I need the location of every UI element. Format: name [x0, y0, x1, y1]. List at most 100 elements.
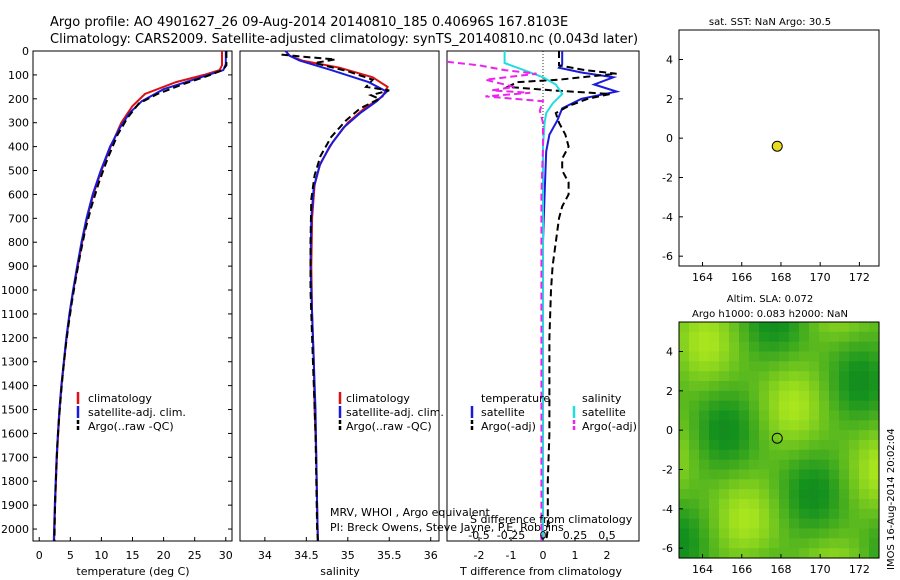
heatmap-cell — [719, 381, 730, 392]
heatmap-cell — [859, 331, 870, 343]
depth-tick-label: 1300 — [1, 356, 29, 369]
heatmap-cell — [709, 390, 720, 402]
heatmap-cell — [719, 518, 730, 530]
heatmap-cell — [729, 440, 740, 451]
heatmap-cell — [749, 469, 760, 480]
legend-label-argo: Argo(..raw -QC) — [346, 420, 432, 433]
heatmap-cell — [829, 508, 840, 520]
heatmap-cell — [709, 410, 720, 421]
heatmap-cell — [759, 469, 770, 480]
sla-map-frame — [678, 321, 880, 559]
depth-tick-label: 1700 — [1, 451, 29, 464]
map-y-tick-label: -2 — [662, 172, 673, 185]
heatmap-cell — [679, 430, 690, 441]
heatmap-cell — [739, 528, 750, 539]
heatmap-cell — [729, 489, 740, 500]
heatmap-cell — [809, 331, 820, 343]
heatmap-cell — [719, 341, 730, 353]
heatmap-cell — [849, 508, 860, 520]
heatmap-cell — [839, 489, 850, 500]
heatmap-cell — [839, 351, 850, 362]
heatmap-cell — [859, 538, 870, 549]
heatmap-cell — [829, 420, 840, 431]
heatmap-cell — [859, 499, 870, 510]
heatmap-cell — [709, 322, 720, 333]
heatmap-cell — [769, 528, 780, 539]
x-tick-label: 25 — [188, 549, 202, 562]
series-line-satellite-adj-clim- — [52, 51, 227, 542]
heatmap-cell — [759, 449, 770, 461]
heatmap-cell — [709, 361, 720, 372]
heatmap-cell — [749, 371, 760, 382]
heatmap-cell — [749, 322, 760, 333]
heatmap-cell — [729, 331, 740, 343]
heatmap-cell — [789, 508, 800, 520]
heatmap-cell — [779, 351, 790, 362]
heatmap-cell — [849, 361, 860, 372]
heatmap-cell — [799, 420, 810, 431]
heatmap-cell — [699, 479, 710, 490]
heatmap-cell — [849, 371, 860, 382]
heatmap-cell — [699, 499, 710, 510]
heatmap-cell — [739, 518, 750, 530]
heatmap-cell — [749, 538, 760, 549]
heatmap-cell — [689, 430, 700, 441]
depth-tick-label: 100 — [8, 69, 29, 82]
heatmap-cell — [709, 371, 720, 382]
heatmap-cell — [699, 449, 710, 461]
heatmap-cell — [749, 390, 760, 402]
heatmap-cell — [789, 410, 800, 421]
heatmap-cell — [829, 449, 840, 461]
heatmap-cell — [859, 508, 870, 520]
heatmap-cell — [679, 459, 690, 471]
depth-tick-label: 600 — [8, 188, 29, 201]
heatmap-cell — [849, 459, 860, 471]
heatmap-cell — [789, 381, 800, 392]
x-tick-label: -2 — [474, 549, 485, 562]
heatmap-cell — [759, 400, 770, 412]
heatmap-cell — [779, 459, 790, 471]
sla-map-title-line2: Argo h1000: 0.083 h2000: NaN — [692, 309, 848, 320]
heatmap-cell — [789, 351, 800, 362]
heatmap-cell — [789, 469, 800, 480]
heatmap-cell — [819, 538, 830, 549]
heatmap-cell — [859, 351, 870, 362]
map-x-tick-label: 172 — [849, 271, 870, 284]
heatmap-cell — [819, 351, 830, 362]
heatmap-cell — [719, 538, 730, 549]
heatmap-cell — [719, 508, 730, 520]
heatmap-cell — [789, 400, 800, 412]
heatmap-cell — [699, 508, 710, 520]
heatmap-cell — [699, 341, 710, 353]
heatmap-cell — [739, 430, 750, 441]
heatmap-cell — [779, 518, 790, 530]
heatmap-cell — [829, 331, 840, 343]
imos-timestamp: IMOS 16-Aug-2014 20:02:04 — [886, 428, 897, 570]
depth-tick-label: 1100 — [1, 308, 29, 321]
x-tick-label: 20 — [157, 549, 171, 562]
heatmap-cell — [769, 449, 780, 461]
heatmap-cell — [839, 440, 850, 451]
heatmap-cell — [849, 341, 860, 353]
depth-tick-label: 900 — [8, 260, 29, 273]
heatmap-cell — [769, 459, 780, 471]
heatmap-cell — [799, 390, 810, 402]
heatmap-cell — [769, 400, 780, 412]
heatmap-cell — [819, 469, 830, 480]
heatmap-cell — [869, 390, 880, 402]
sst-map-title: sat. SST: NaN Argo: 30.5 — [709, 17, 831, 28]
heatmap-cell — [869, 331, 880, 343]
heatmap-cell — [719, 331, 730, 343]
heatmap-cell — [729, 351, 740, 362]
heatmap-cell — [819, 508, 830, 520]
heatmap-cell — [739, 381, 750, 392]
heatmap-cell — [809, 361, 820, 372]
x-tick-label: -1 — [506, 549, 517, 562]
heatmap-cell — [769, 548, 780, 559]
heatmap-cell — [819, 410, 830, 421]
heatmap-cell — [869, 361, 880, 372]
heatmap-cell — [869, 489, 880, 500]
x-tick-label: 0 — [36, 549, 43, 562]
heatmap-cell — [819, 420, 830, 431]
heatmap-cell — [839, 430, 850, 441]
